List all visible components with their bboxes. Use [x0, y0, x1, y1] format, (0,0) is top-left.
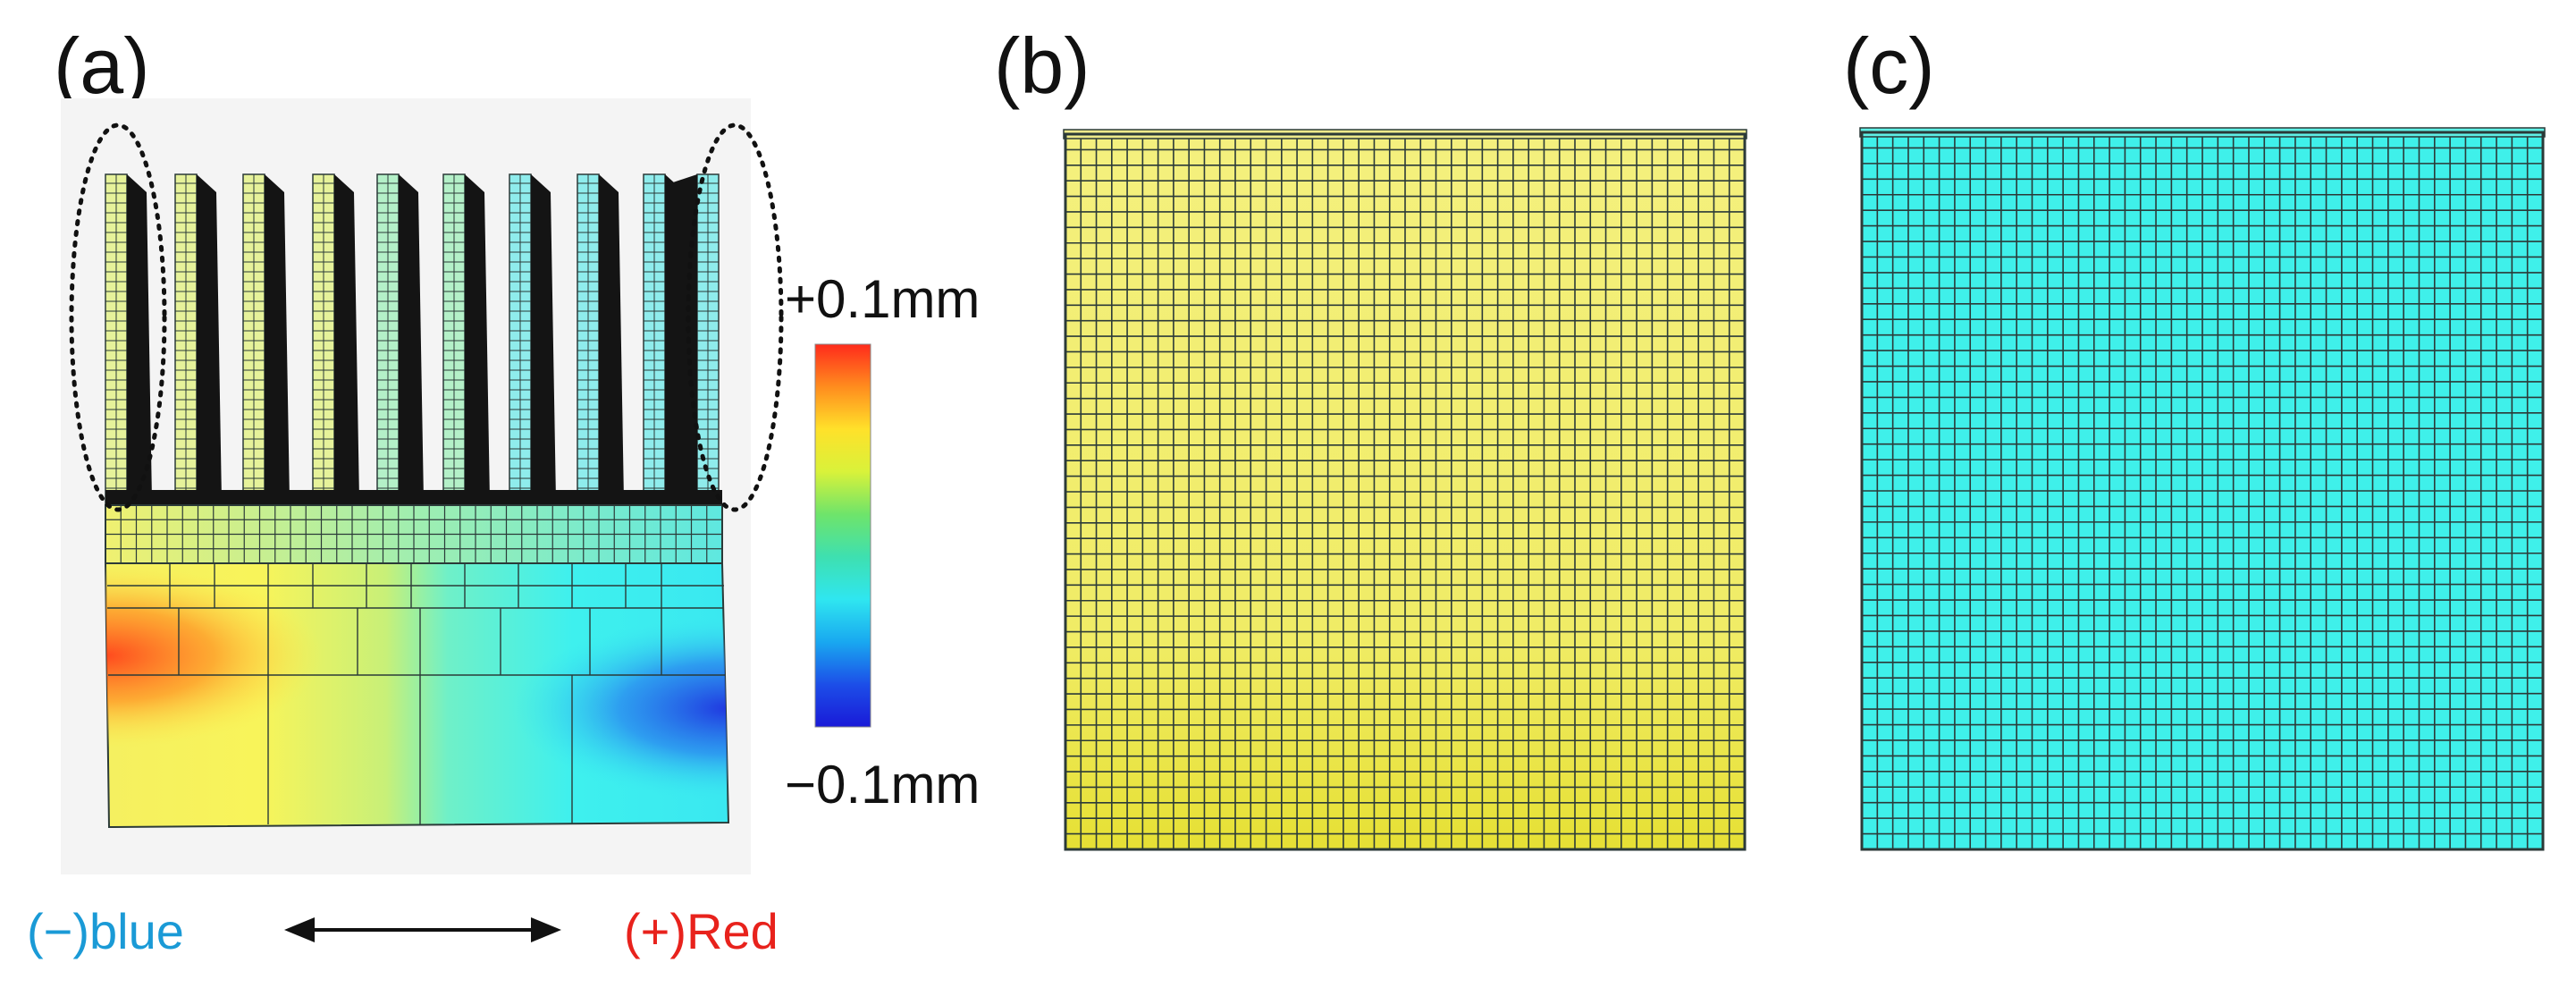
positive-direction-label: (+)Red: [624, 903, 779, 959]
left-highlight-ellipse: [69, 122, 167, 512]
colorbar-max-label: +0.1mm: [785, 269, 981, 329]
panel-c-label: (c): [1843, 21, 1935, 110]
heatsink-fins: [105, 173, 722, 506]
direction-arrow: [284, 917, 561, 942]
colorbar: [814, 343, 871, 728]
heatsink-base-mesh: [107, 563, 726, 824]
panel-a-label: (a): [54, 21, 150, 110]
base-cold-spot: [105, 563, 728, 827]
base-top-strip-mesh: [105, 505, 722, 563]
panel-c-diagram: [1859, 127, 2546, 851]
panel-b-label: (b): [994, 21, 1090, 110]
panel-b-diagram: [1063, 129, 1747, 851]
negative-direction-label: (−)blue: [27, 903, 184, 959]
right-highlight-ellipse: [686, 122, 784, 512]
panel-a-diagram: [61, 98, 784, 874]
colorbar-min-label: −0.1mm: [785, 755, 981, 815]
